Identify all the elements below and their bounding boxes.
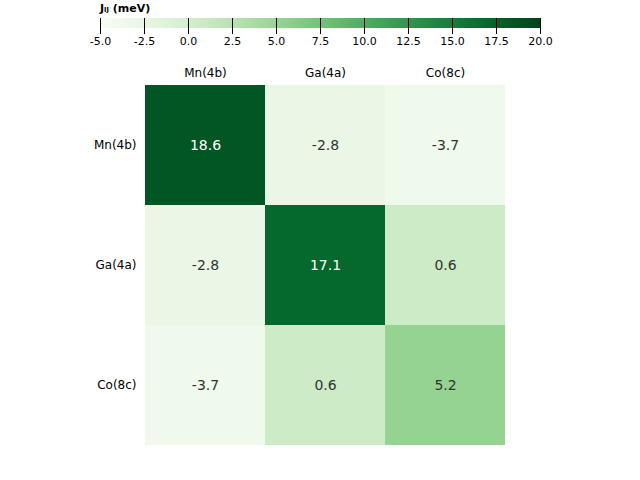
svg-text:Co(8c): Co(8c) xyxy=(426,66,465,80)
svg-text:-2.8: -2.8 xyxy=(192,257,219,273)
svg-text:10.0: 10.0 xyxy=(352,35,377,48)
svg-text:Mn(4b): Mn(4b) xyxy=(184,66,227,80)
svg-text:18.6: 18.6 xyxy=(190,137,221,153)
svg-text:0.6: 0.6 xyxy=(314,377,336,393)
svg-text:15.0: 15.0 xyxy=(440,35,465,48)
svg-text:Mn(4b): Mn(4b) xyxy=(94,138,137,152)
svg-text:-2.8: -2.8 xyxy=(312,137,339,153)
svg-text:12.5: 12.5 xyxy=(396,35,421,48)
svg-text:-5.0: -5.0 xyxy=(90,35,111,48)
svg-text:0.6: 0.6 xyxy=(434,257,456,273)
svg-text:20.0: 20.0 xyxy=(528,35,553,48)
svg-text:17.5: 17.5 xyxy=(484,35,509,48)
svg-text:5.0: 5.0 xyxy=(268,35,286,48)
svg-text:0.0: 0.0 xyxy=(180,35,198,48)
svg-text:2.5: 2.5 xyxy=(224,35,242,48)
svg-text:Ga(4a): Ga(4a) xyxy=(305,66,346,80)
svg-text:Ga(4a): Ga(4a) xyxy=(95,258,136,272)
svg-text:-3.7: -3.7 xyxy=(432,137,459,153)
svg-text:Jᵢⱼ (meV): Jᵢⱼ (meV) xyxy=(99,2,150,15)
svg-text:-3.7: -3.7 xyxy=(192,377,219,393)
svg-text:17.1: 17.1 xyxy=(310,257,341,273)
svg-text:5.2: 5.2 xyxy=(434,377,456,393)
svg-text:7.5: 7.5 xyxy=(312,35,330,48)
svg-text:-2.5: -2.5 xyxy=(134,35,155,48)
svg-text:Co(8c): Co(8c) xyxy=(97,378,136,392)
